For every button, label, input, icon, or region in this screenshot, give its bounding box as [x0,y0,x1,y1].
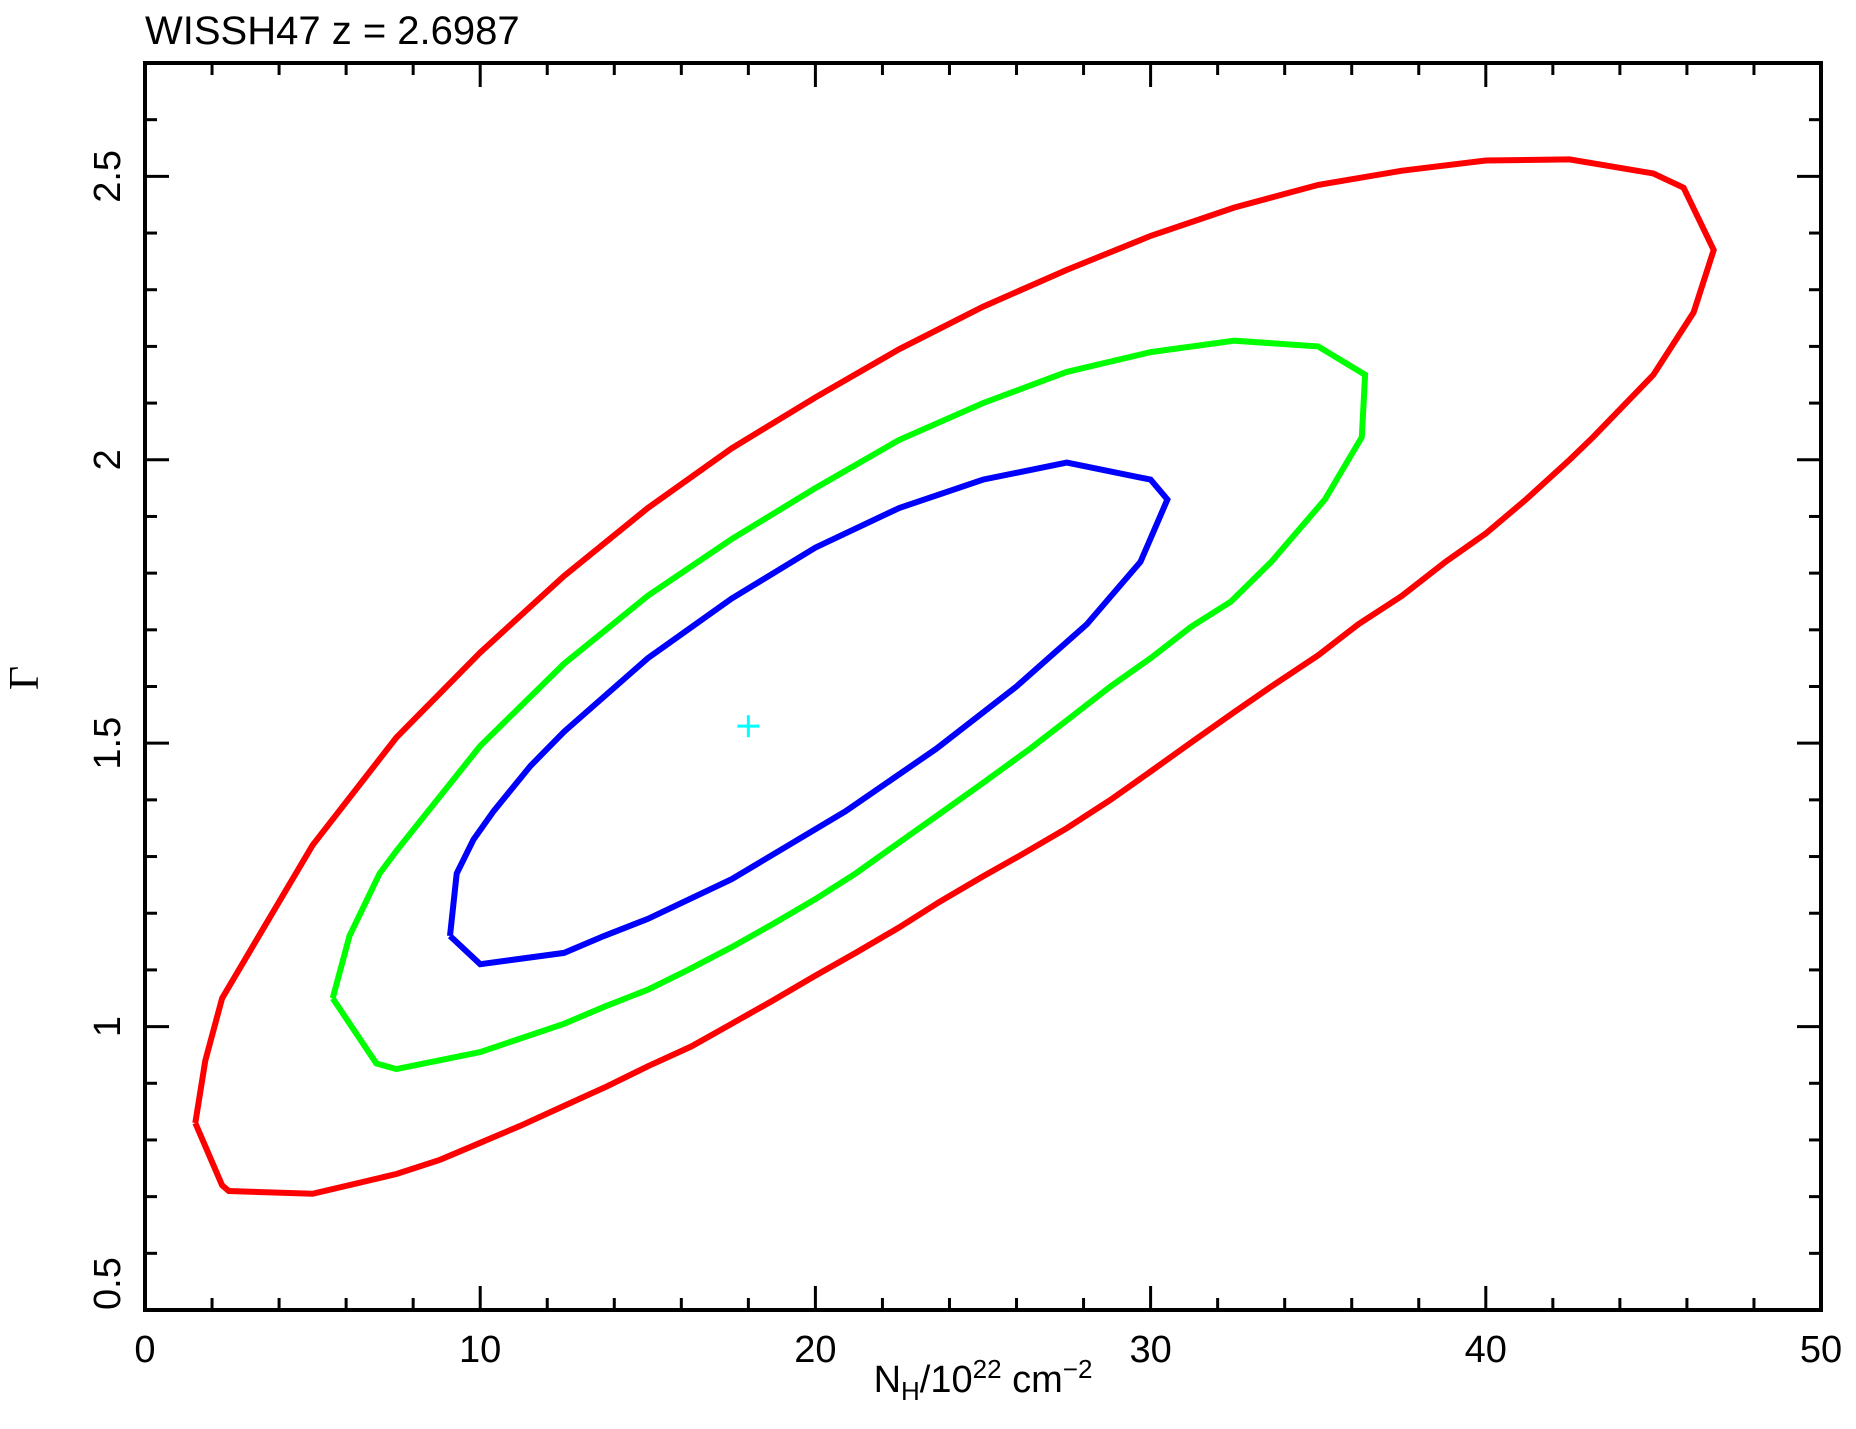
x-axis-label: NH/1022 cm−2 [874,1354,1093,1406]
y-tick-label: 2 [87,449,129,470]
y-axis-tick-labels: 0.5 1 1.5 2 2.5 [87,150,129,1310]
y-tick-label: 2.5 [87,150,129,203]
y-axis-label: Γ [2,666,48,690]
x-axis-tick-labels: 0 10 20 30 40 50 [134,1329,1842,1371]
contour-line-3 [447,459,1171,968]
x-tick-label: 40 [1465,1329,1507,1371]
x-tick-label: 30 [1129,1329,1171,1371]
plot-frame [143,61,1823,1312]
x-tick-label: 20 [794,1329,836,1371]
contour-line-1 [192,156,1717,1197]
x-axis-label-tail-sup: −2 [1063,1354,1093,1384]
contour-line-2 [329,337,1369,1073]
y-tick-label: 1 [87,1016,129,1037]
x-axis-label-sup: 22 [973,1354,1002,1384]
x-tick-label: 10 [459,1329,501,1371]
confidence-contours [192,156,1717,1197]
chart-title: WISSH47 z = 2.6987 [145,9,520,53]
x-tick-label: 0 [134,1329,155,1371]
x-tick-label: 50 [1800,1329,1842,1371]
x-axis-label-tail: cm [1002,1359,1063,1401]
x-axis-label-base: N [874,1359,901,1401]
y-tick-label: 0.5 [87,1257,129,1310]
best-fit-marker [737,715,760,738]
y-tick-label: 1.5 [87,717,129,770]
y-axis-ticks [145,61,1821,1312]
x-axis-label-mid: /10 [920,1359,973,1401]
x-axis-ticks [143,63,1823,1310]
x-axis-label-sub: H [901,1376,920,1406]
